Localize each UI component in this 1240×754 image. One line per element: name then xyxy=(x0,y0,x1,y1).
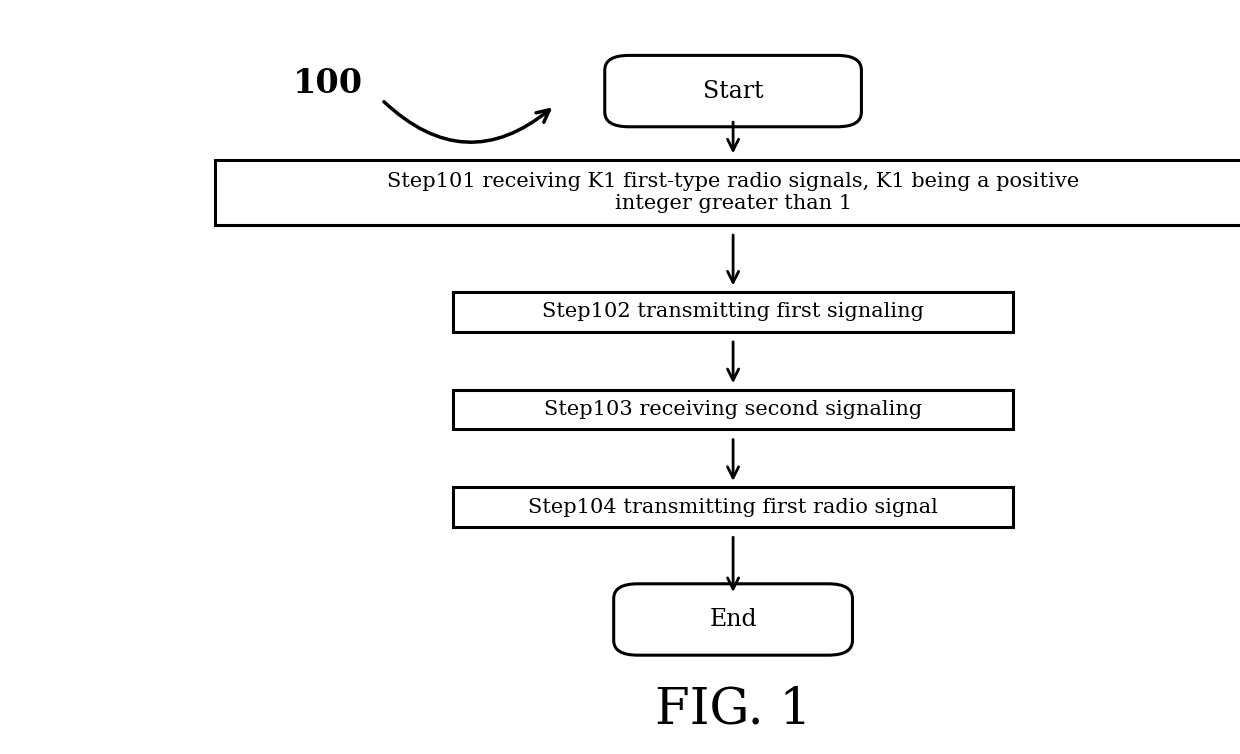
Text: Step102 transmitting first signaling: Step102 transmitting first signaling xyxy=(542,302,924,321)
Text: Step103 receiving second signaling: Step103 receiving second signaling xyxy=(544,400,923,419)
Text: Step104 transmitting first radio signal: Step104 transmitting first radio signal xyxy=(528,498,937,516)
Text: 100: 100 xyxy=(294,67,363,100)
FancyBboxPatch shape xyxy=(454,390,1013,430)
Text: End: End xyxy=(709,608,756,631)
FancyBboxPatch shape xyxy=(614,584,852,655)
Text: Step101 receiving K1 first-type radio signals, K1 being a positive
integer great: Step101 receiving K1 first-type radio si… xyxy=(387,172,1079,213)
FancyBboxPatch shape xyxy=(605,55,862,127)
FancyBboxPatch shape xyxy=(216,160,1240,225)
Text: FIG. 1: FIG. 1 xyxy=(655,685,811,734)
FancyBboxPatch shape xyxy=(454,292,1013,332)
FancyBboxPatch shape xyxy=(454,487,1013,527)
Text: Start: Start xyxy=(703,80,764,103)
